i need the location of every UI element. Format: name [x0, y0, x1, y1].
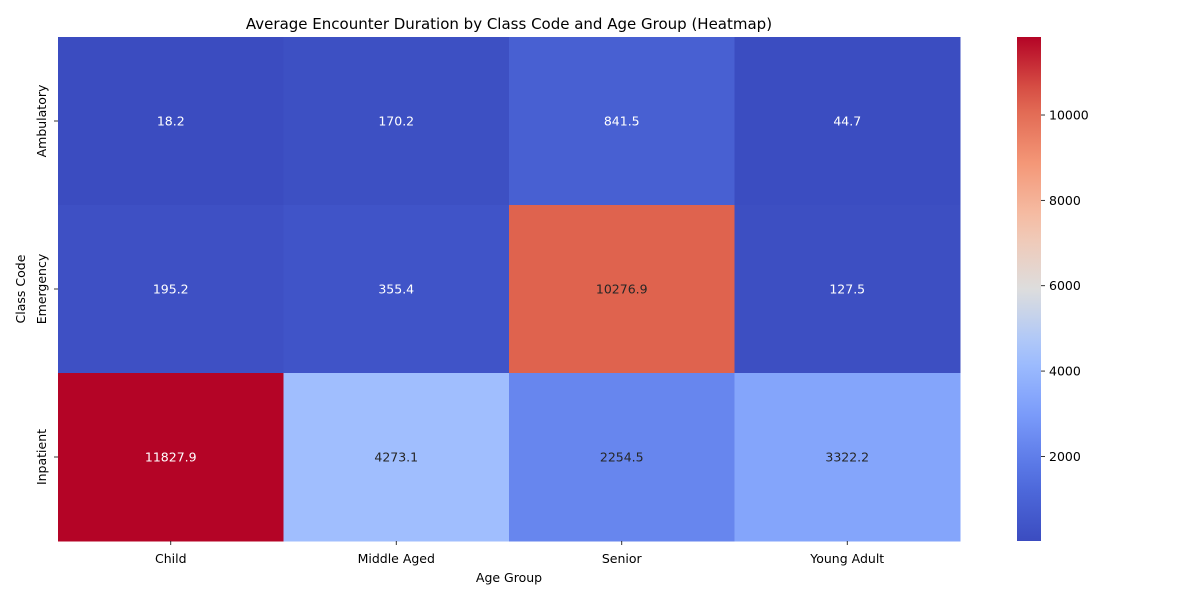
- heatmap-cell: [734, 205, 961, 374]
- y-tick-label: Emergency: [34, 253, 49, 324]
- heatmap-cell: [283, 37, 510, 206]
- heatmap-cell: [509, 37, 735, 206]
- colorbar-tick-label: 2000: [1049, 449, 1081, 464]
- colorbar-tick-label: 4000: [1049, 364, 1081, 379]
- x-tick-label: Middle Aged: [358, 551, 435, 566]
- heatmap-cell: [58, 37, 284, 206]
- cell-value-label: 18.2: [157, 114, 185, 129]
- cell-value-label: 11827.9: [145, 450, 197, 465]
- heatmap-cell: [509, 373, 735, 542]
- x-tick-label: Senior: [602, 551, 643, 566]
- heatmap-cell: [509, 205, 735, 374]
- heatmap-cells: [58, 37, 961, 542]
- cell-value-label: 44.7: [833, 114, 861, 129]
- cell-value-label: 3322.2: [825, 450, 869, 465]
- heatmap-cell: [58, 373, 284, 542]
- colorbar-tick-label: 8000: [1049, 193, 1081, 208]
- colorbar-ticks: 2000 4000 6000 8000 10000: [1041, 108, 1089, 464]
- cell-value-label: 4273.1: [374, 450, 418, 465]
- x-axis-label: Age Group: [476, 570, 542, 585]
- x-axis: Child Middle Aged Senior Young Adult: [155, 541, 884, 566]
- cell-value-label: 170.2: [378, 114, 414, 129]
- heatmap-cell: [734, 373, 961, 542]
- colorbar-tick-label: 10000: [1049, 108, 1089, 123]
- heatmap-cell-labels: 18.2 170.2 841.5 44.7 195.2 355.4 10276.9 127.5…: [145, 114, 869, 465]
- heatmap-cell: [734, 37, 961, 206]
- cell-value-label: 355.4: [378, 282, 414, 297]
- x-tick-label: Child: [155, 551, 187, 566]
- colorbar: [1017, 37, 1041, 541]
- cell-value-label: 841.5: [604, 114, 640, 129]
- heatmap-cell: [58, 205, 284, 374]
- y-tick-label: Inpatient: [34, 429, 49, 485]
- colorbar-tick-label: 6000: [1049, 278, 1081, 293]
- x-tick-label: Young Adult: [809, 551, 884, 566]
- chart-title: Average Encounter Duration by Class Code…: [246, 15, 772, 33]
- y-tick-label: Ambulatory: [34, 84, 49, 157]
- cell-value-label: 10276.9: [596, 282, 648, 297]
- cell-value-label: 195.2: [153, 282, 189, 297]
- cell-value-label: 127.5: [829, 282, 865, 297]
- cell-value-label: 2254.5: [600, 450, 644, 465]
- y-axis-label: Class Code: [13, 254, 28, 323]
- y-axis: Ambulatory Emergency Inpatient: [34, 84, 58, 485]
- heatmap-cell: [283, 373, 510, 542]
- heatmap-cell: [283, 205, 510, 374]
